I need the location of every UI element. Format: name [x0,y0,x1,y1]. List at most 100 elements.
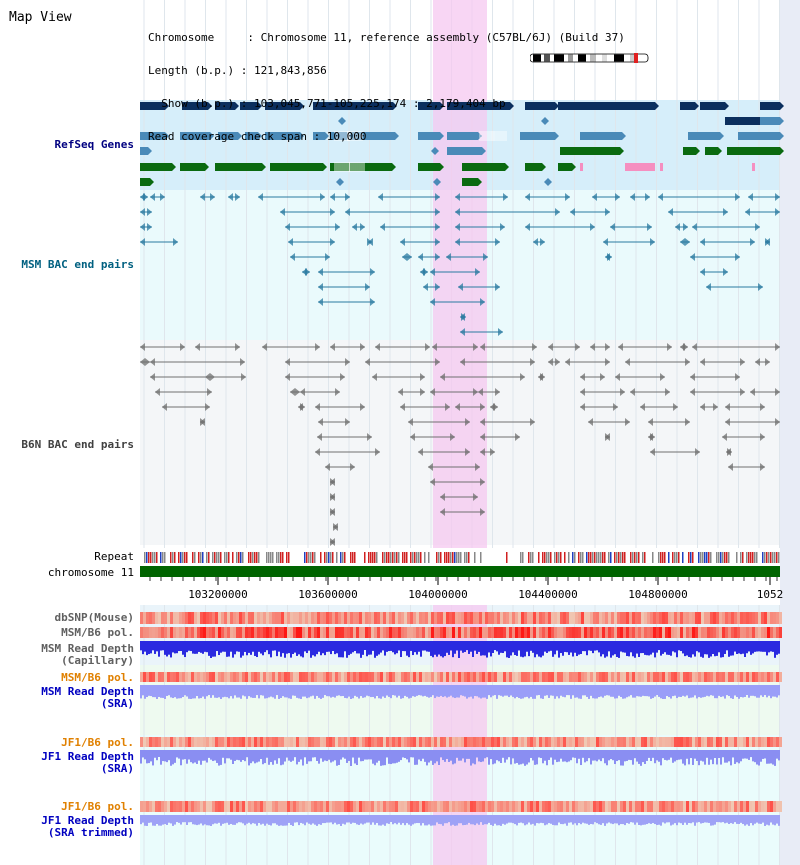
dbsnp-cell [155,612,158,624]
msm-b6-pol-cell [161,627,164,638]
msm-depth-sra-bar [272,685,274,698]
jf1-b6-pol2-cell [233,801,236,812]
msm-bac-pair-end [570,208,575,216]
repeat-element [410,552,412,563]
repeat-element [532,552,534,563]
jf1-b6-pol-cell [599,737,602,747]
msm-b6-pol-cell [761,627,764,638]
repeat-element [424,552,426,563]
msm-bac-pair-end [140,223,145,231]
msm-b6-pol-cell [164,627,167,638]
gene-pseudo [645,163,648,171]
msm-depth-cap-bar [606,641,608,657]
msm-depth-cap-bar [228,641,230,657]
msm-b6-pol-cell [545,627,548,638]
jf1-b6-pol-cell [416,737,419,747]
msm-depth-cap-bar [746,641,748,654]
msm-depth-cap-bar [772,641,774,652]
jf1-b6-pol2-cell [167,801,170,812]
dbsnp-cell [620,612,623,624]
msm-depth-sra-bar [520,685,522,699]
b6n-bac-pair-end [690,373,695,381]
dbsnp-cell [230,612,233,624]
dbsnp-cell [692,612,695,624]
gene-arrow [780,147,784,155]
msm-depth-cap-bar [600,641,602,657]
gene-feature [558,163,572,171]
msm-depth-cap-bar [442,641,444,658]
msm-depth-cap-bar [412,641,414,656]
jf1-depth-trim-bar [596,815,598,824]
jf1-b6-pol-cell [449,737,452,747]
jf1-depth-trim-bar [440,815,442,825]
dbsnp-cell [440,612,443,624]
msm-depth-sra-bar [236,685,238,698]
msm-depth-sra-bar [570,685,572,699]
dbsnp-cell [428,612,431,624]
msm-b6-pol2-cell [356,672,359,682]
msm-b6-pol2-cell [395,672,398,682]
dbsnp-cell [257,612,260,624]
dbsnp-cell [350,612,353,624]
b6n-bac-pair-end [440,493,445,501]
jf1-depth-trim-bar [386,815,388,824]
jf1-depth-sra-bar [632,750,634,765]
dbsnp-cell [194,612,197,624]
jf1-depth-sra-bar [650,750,652,762]
gene-feature [700,102,725,110]
msm-depth-cap-bar [298,641,300,655]
msm-bac-pair-end [430,298,435,306]
jf1-depth-sra-bar [666,750,668,761]
jf1-depth-sra-bar [192,750,194,764]
msm-depth-cap-bar [718,641,720,653]
msm-depth-sra-bar [568,685,570,696]
jf1-depth-sra-bar [168,750,170,761]
msm-bac-pair-end [330,208,335,216]
msm-depth-sra-bar [778,685,780,696]
jf1-b6-pol2-cell [590,801,593,812]
b6n-bac-pair-end [605,343,610,351]
repeat-element [742,552,744,563]
b6n-bac-pair-end [740,358,745,366]
dbsnp-cell [443,612,446,624]
msm-depth-cap-bar [180,641,182,652]
msm-depth-sra-bar [752,685,754,696]
jf1-depth-trim-bar [342,815,344,824]
msm-b6-pol-cell [383,627,386,638]
msm-b6-pol2-cell [590,672,593,682]
b6n-bac-pair-end [685,418,690,426]
jf1-depth-sra-bar [768,750,770,764]
dbsnp-cell [668,612,671,624]
gene-feature [265,102,300,110]
msm-depth-cap-bar [522,641,524,658]
msm-depth-sra-bar [574,685,576,698]
jf1-b6-pol2-cell [692,801,695,812]
gene-arrow [325,132,329,140]
b6n-bac-pair-end [580,403,585,411]
msm-b6-pol2-cell [338,672,341,682]
jf1-depth-trim-bar [404,815,406,826]
b6n-bac-pair-end [418,448,423,456]
jf1-depth-trim-bar [748,815,750,826]
msm-depth-sra-bar [356,685,358,697]
msm-depth-cap-bar [540,641,542,658]
msm-depth-sra-bar [430,685,432,697]
gene-arrow [235,102,239,110]
msm-depth-cap-bar [596,641,598,651]
dbsnp-cell [317,612,320,624]
jf1-depth-sra-bar [420,750,422,762]
b6n-bac-pair-end [740,388,745,396]
msm-bac-pair-end [285,223,290,231]
msm-b6-pol2-cell [461,672,464,682]
jf1-depth-trim-bar [568,815,570,823]
chromosome-ideogram[interactable] [530,53,650,63]
msm-b6-pol2-cell [152,672,155,682]
msm-b6-pol-cell [410,627,413,638]
msm-b6-pol-cell [686,627,689,638]
jf1-b6-pol2-cell [554,801,557,812]
gene-arrow [478,178,482,186]
gene-feature [727,147,780,155]
msm-depth-cap-bar [620,641,622,652]
msm-depth-sra-bar [262,685,264,696]
